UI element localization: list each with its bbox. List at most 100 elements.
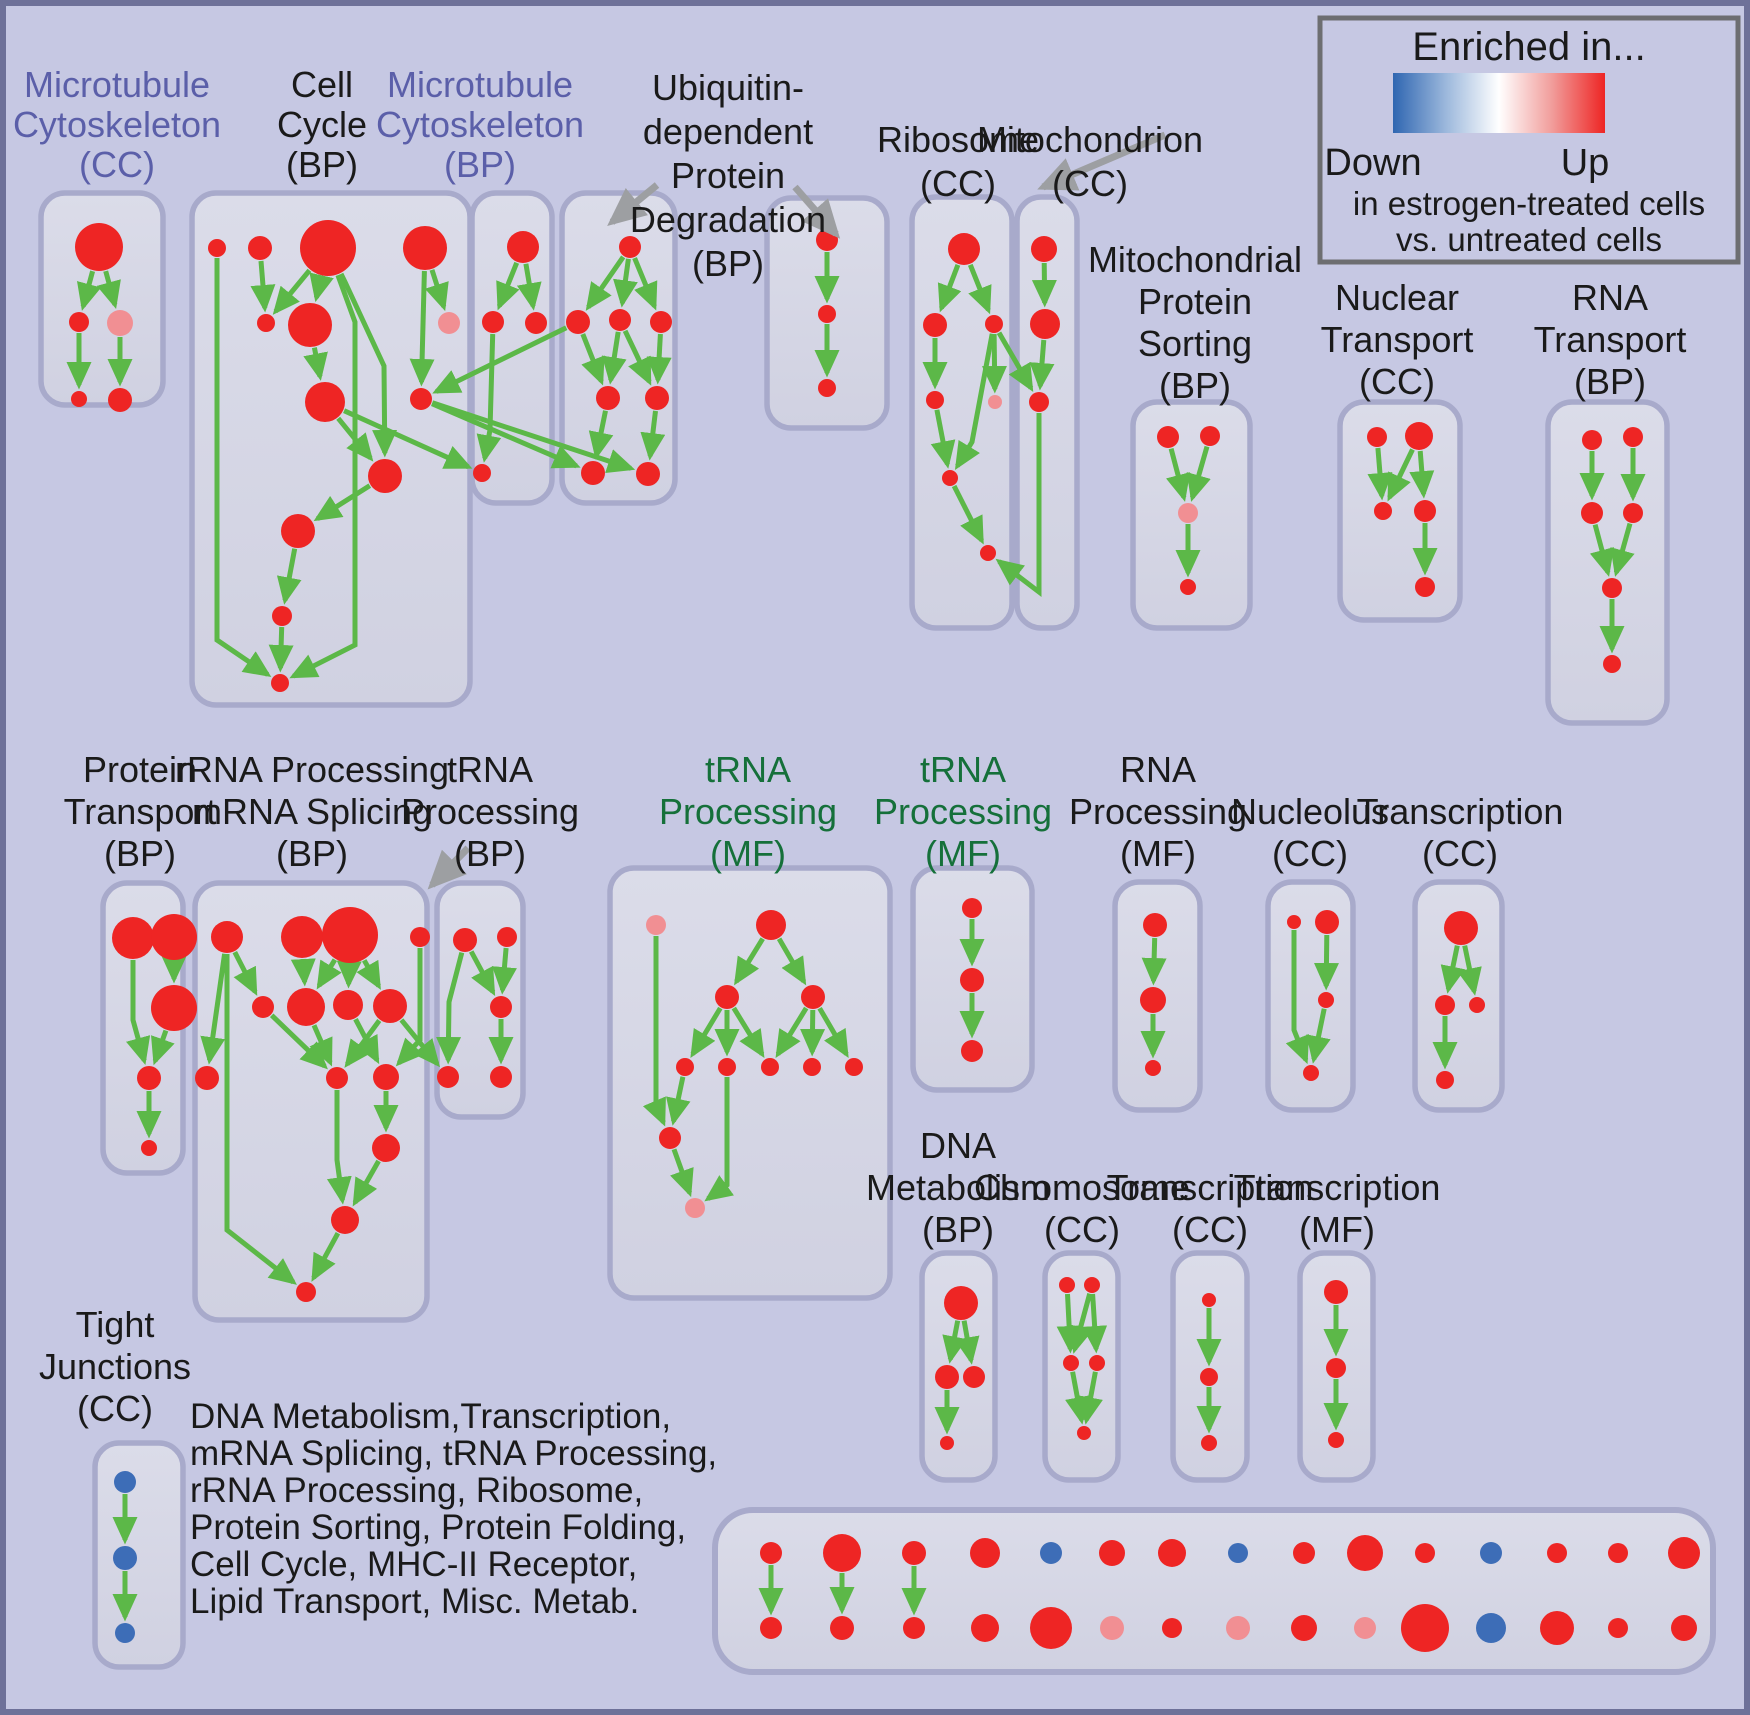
label-chromosome: Chromosome (CC) <box>974 1167 1190 1250</box>
go-term-node <box>619 236 641 258</box>
edge-arrow <box>580 333 605 386</box>
cluster-box-nuclear-transport <box>1337 399 1463 623</box>
edge-arrow <box>290 958 316 987</box>
legend-title: Enriched in... <box>1412 25 1645 69</box>
go-term-node <box>940 1436 954 1450</box>
go-term-node <box>482 311 504 333</box>
go-term-node <box>935 1365 959 1389</box>
label-mito-protein-sorting: Mitochondrial Protein Sorting (BP) <box>1088 239 1302 406</box>
edge-arrow <box>1141 937 1167 986</box>
go-term-node <box>1100 1616 1124 1640</box>
go-term-node <box>845 1058 863 1076</box>
go-term-node <box>961 1040 983 1062</box>
go-term-node <box>1089 1355 1105 1371</box>
go-term-node <box>211 921 243 953</box>
label-trna-mf-2: tRNA Processing (MF) <box>874 749 1052 874</box>
go-term-node <box>490 1066 512 1088</box>
cross-edge-arrow <box>431 401 581 469</box>
go-term-node <box>1623 503 1643 523</box>
go-term-node <box>963 1366 985 1388</box>
go-term-node <box>1178 503 1198 523</box>
edge-arrow <box>666 1076 691 1126</box>
go-term-node <box>1469 997 1485 1013</box>
go-term-node <box>113 1546 137 1570</box>
edge-arrow <box>1457 945 1482 996</box>
go-term-node <box>490 996 512 1018</box>
edge-arrow <box>336 960 362 989</box>
edge-arrow <box>817 1006 849 1058</box>
pointer-arrow <box>1037 131 1167 191</box>
go-term-node <box>331 1206 359 1234</box>
go-term-node <box>760 1617 782 1639</box>
go-term-node <box>971 1614 999 1642</box>
go-term-node <box>151 985 197 1031</box>
edge-arrow <box>1082 1293 1108 1354</box>
go-term-node <box>1374 502 1392 520</box>
go-term-node <box>137 1066 161 1090</box>
edge-arrow <box>646 333 672 385</box>
go-term-node <box>75 223 123 271</box>
go-term-node <box>646 915 666 935</box>
edge-arrow <box>670 1148 694 1198</box>
go-term-node <box>1063 1355 1079 1371</box>
label-ubiquitin: Ubiquitin-dependent Protein Degradation (BP… <box>630 67 826 284</box>
go-term-node <box>305 382 345 422</box>
go-term-node <box>581 461 605 485</box>
edge-arrow <box>1029 339 1055 391</box>
edge-arrow <box>1610 522 1635 577</box>
edge-arrow <box>951 484 984 545</box>
go-term-node <box>962 898 982 918</box>
edge-arrow <box>954 1320 980 1365</box>
go-term-node <box>1318 992 1334 1008</box>
go-term-node <box>803 1058 821 1076</box>
label-mitochondrion: Mitochondrion (CC) <box>977 119 1203 204</box>
pointer-arrow <box>607 182 660 227</box>
go-term-node <box>252 996 274 1018</box>
go-term-node <box>823 1534 861 1572</box>
go-term-node <box>760 1542 782 1564</box>
go-term-node <box>1099 1540 1125 1566</box>
go-term-node <box>1444 911 1478 945</box>
cluster-box-chromosome <box>1042 1250 1121 1483</box>
edge-arrow <box>516 263 542 311</box>
go-term-node <box>281 916 323 958</box>
go-term-node <box>1480 1542 1502 1564</box>
go-term-node <box>944 1286 978 1320</box>
go-term-node <box>525 312 547 334</box>
go-term-node <box>1030 1607 1072 1649</box>
edge-arrow <box>496 261 520 311</box>
go-term-node <box>108 388 132 412</box>
go-term-node <box>1145 1060 1161 1076</box>
edge-arrow <box>1285 930 1310 1065</box>
go-term-node <box>1603 655 1621 673</box>
go-term-node <box>1602 578 1622 598</box>
edge-arrow <box>1367 447 1393 501</box>
go-term-node <box>333 990 363 1020</box>
go-term-node <box>437 1066 459 1088</box>
label-rna-processing-mf: RNA Processing (MF) <box>1069 749 1247 874</box>
label-tight-junctions: Tight Junctions (CC) <box>39 1304 191 1429</box>
label-nuclear-transport: Nuclear Transport (CC) <box>1321 277 1474 402</box>
edge-arrow <box>1186 445 1211 502</box>
edge-arrow <box>272 268 312 315</box>
go-term-node <box>970 1538 1000 1568</box>
edge-arrow <box>1306 1008 1331 1064</box>
go-term-node <box>685 1198 705 1218</box>
go-term-node <box>69 312 89 332</box>
go-term-node <box>1030 309 1060 339</box>
go-term-node <box>903 1617 925 1639</box>
go-term-node <box>1540 1611 1574 1645</box>
edge-arrow <box>690 1006 723 1058</box>
pointer-arrow <box>792 184 841 239</box>
go-term-node <box>281 514 315 548</box>
go-term-node <box>1347 1535 1383 1571</box>
go-term-node <box>453 928 477 952</box>
edge-arrow <box>316 958 342 990</box>
label-microtubule-bp: Microtubule Cytoskeleton (BP) <box>376 64 584 185</box>
go-term-node <box>368 459 402 493</box>
edge-arrow <box>151 1029 175 1066</box>
go-term-node <box>1581 502 1603 524</box>
edge-arrow <box>214 258 272 678</box>
go-term-node <box>1476 1613 1506 1643</box>
